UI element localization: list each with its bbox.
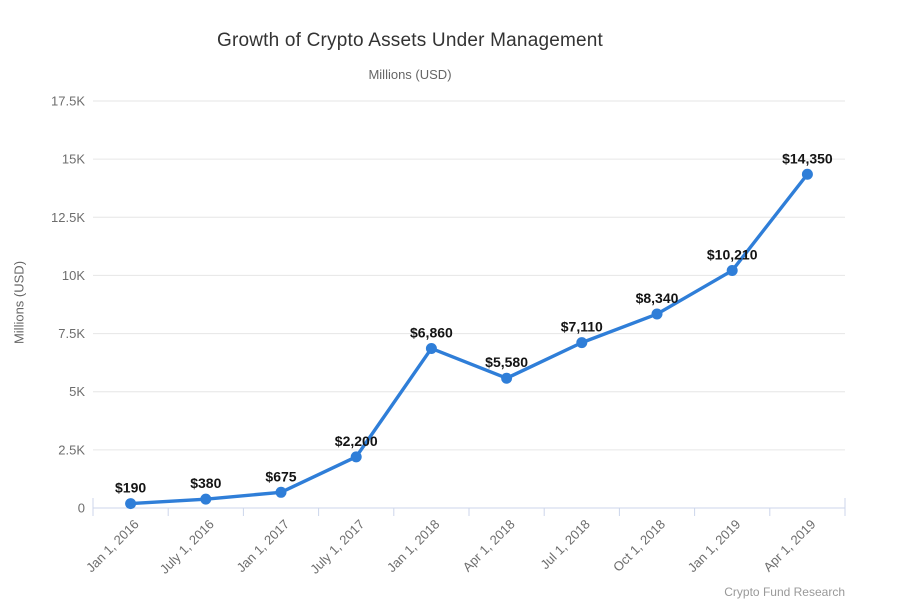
x-tick-label: Oct 1, 2018 xyxy=(610,517,668,575)
y-tick-label: 5K xyxy=(69,384,85,399)
y-tick-label: 7.5K xyxy=(58,326,85,341)
y-tick-label: 12.5K xyxy=(51,210,85,225)
y-tick-label: 0 xyxy=(78,501,85,516)
data-point-marker[interactable] xyxy=(651,308,663,320)
chart-title: Growth of Crypto Assets Under Management xyxy=(216,30,604,51)
data-point-label: $8,340 xyxy=(636,290,679,306)
x-tick-label: Jul 1, 2018 xyxy=(537,517,593,573)
data-point-label: $6,860 xyxy=(410,324,453,340)
y-tick-label: 2.5K xyxy=(58,442,85,457)
y-tick-label: 15K xyxy=(62,152,85,167)
y-tick-label: 17.5K xyxy=(51,94,85,109)
chart-subtitle: Millions (USD) xyxy=(368,67,452,82)
x-tick-label: July 1, 2017 xyxy=(307,517,367,577)
data-point-marker[interactable] xyxy=(576,337,588,349)
credit-attribution: Crypto Fund Research xyxy=(724,585,845,599)
data-point-label: $10,210 xyxy=(707,247,758,263)
y-tick-label: 10K xyxy=(62,268,85,283)
data-point-marker[interactable] xyxy=(501,372,513,384)
x-tick-label: July 1, 2016 xyxy=(157,517,217,577)
data-point-marker[interactable] xyxy=(801,168,813,180)
data-point-label: $380 xyxy=(190,475,221,491)
x-tick-label: Jan 1, 2019 xyxy=(685,517,744,576)
x-tick-label: Apr 1, 2018 xyxy=(460,517,518,575)
data-point-label: $675 xyxy=(265,468,296,484)
x-tick-label: Jan 1, 2016 xyxy=(83,517,142,576)
line-series xyxy=(128,172,810,506)
x-tick-label: Jan 1, 2018 xyxy=(384,517,443,576)
data-point-label: $190 xyxy=(115,480,146,496)
data-point-marker[interactable] xyxy=(350,451,362,463)
data-point-label: $2,200 xyxy=(335,433,378,449)
data-point-label: $5,580 xyxy=(485,354,528,370)
data-point-marker[interactable] xyxy=(726,265,738,277)
x-tick-label: Jan 1, 2017 xyxy=(233,517,292,576)
data-point-marker[interactable] xyxy=(275,486,287,498)
x-tick-label: Apr 1, 2019 xyxy=(760,517,818,575)
data-point-label: $14,350 xyxy=(782,150,833,166)
data-point-marker[interactable] xyxy=(425,342,437,354)
data-point-marker[interactable] xyxy=(200,493,212,505)
data-point-marker[interactable] xyxy=(125,498,137,510)
data-point-label: $7,110 xyxy=(561,319,603,335)
